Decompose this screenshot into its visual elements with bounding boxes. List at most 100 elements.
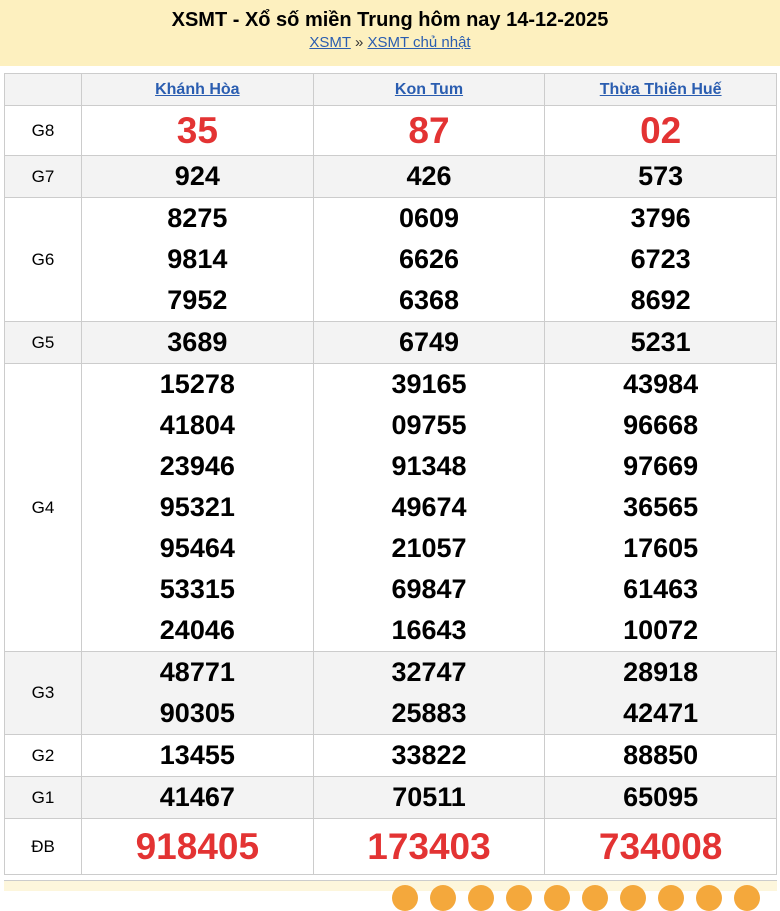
prize-label: G5 bbox=[4, 321, 82, 364]
page-header: XSMT - Xổ số miền Trung hôm nay 14-12-20… bbox=[0, 0, 780, 66]
page-title: XSMT - Xổ số miền Trung hôm nay 14-12-20… bbox=[171, 9, 609, 31]
loto-ball-icon bbox=[544, 885, 570, 911]
empty-header-cell bbox=[4, 73, 82, 106]
province-header: Kon Tum bbox=[312, 73, 546, 106]
prize-cell: 65095 bbox=[544, 776, 777, 819]
prize-number: 39165 bbox=[391, 369, 467, 399]
prize-number: 16643 bbox=[391, 615, 467, 645]
prize-number: 6626 bbox=[398, 244, 460, 274]
prize-number: 21057 bbox=[391, 533, 467, 563]
prize-row: ĐB 918405 173403 734008 bbox=[4, 818, 777, 875]
prize-number: 48771 bbox=[159, 657, 235, 687]
prize-row: G3 48771 90305 32747 25883 28918 42471 bbox=[4, 651, 777, 735]
loto-ball-icon bbox=[506, 885, 532, 911]
prize-cell: 39165 09755 91348 49674 21057 69847 16643 bbox=[312, 363, 546, 652]
prize-label: G4 bbox=[4, 363, 82, 652]
prize-number: 918405 bbox=[135, 826, 260, 867]
prize-number: 70511 bbox=[392, 782, 466, 812]
prize-number: 173403 bbox=[367, 826, 491, 867]
prize-cell: 3796 6723 8692 bbox=[544, 197, 777, 322]
prize-cell: 33822 bbox=[312, 734, 546, 777]
prize-number: 573 bbox=[638, 161, 684, 191]
prize-number: 97669 bbox=[623, 451, 699, 481]
prize-cell: 43984 96668 97669 36565 17605 61463 10072 bbox=[544, 363, 777, 652]
prize-label: G8 bbox=[4, 105, 82, 156]
prize-number: 35 bbox=[176, 110, 218, 151]
prize-cell: 41467 bbox=[81, 776, 314, 819]
prize-cell: 87 bbox=[312, 105, 546, 156]
province-link[interactable]: Khánh Hòa bbox=[155, 80, 240, 98]
prize-number: 8692 bbox=[630, 285, 691, 315]
prize-number: 24046 bbox=[159, 615, 235, 645]
prize-cell: 15278 41804 23946 95321 95464 53315 24046 bbox=[81, 363, 314, 652]
prize-cell: 88850 bbox=[544, 734, 777, 777]
prize-number: 924 bbox=[174, 161, 220, 191]
province-link[interactable]: Kon Tum bbox=[394, 80, 464, 98]
prize-number: 6723 bbox=[630, 244, 691, 274]
prize-label: G2 bbox=[4, 734, 82, 777]
prize-label: ĐB bbox=[4, 818, 82, 875]
prize-cell: 426 bbox=[312, 155, 546, 198]
prize-label: G7 bbox=[4, 155, 82, 198]
prize-cell: 0609 6626 6368 bbox=[312, 197, 546, 322]
prize-number: 02 bbox=[640, 110, 682, 151]
prize-label: G6 bbox=[4, 197, 82, 322]
prize-number: 3689 bbox=[167, 327, 228, 357]
breadcrumb-xsmt-sunday-link[interactable]: XSMT chủ nhật bbox=[367, 34, 471, 51]
prize-number: 0609 bbox=[398, 203, 460, 233]
prize-number: 96668 bbox=[623, 410, 699, 440]
prize-number: 36565 bbox=[623, 492, 699, 522]
prize-cell: 28918 42471 bbox=[544, 651, 777, 735]
prize-cell: 6749 bbox=[312, 321, 546, 364]
prize-number: 15278 bbox=[159, 369, 235, 399]
prize-number: 41804 bbox=[159, 410, 235, 440]
prize-number: 3796 bbox=[630, 203, 691, 233]
results-table: Khánh Hòa Kon Tum Thừa Thiên Huế G8 35 87 0… bbox=[4, 73, 777, 875]
prize-cell: 13455 bbox=[81, 734, 314, 777]
prize-number: 41467 bbox=[159, 782, 235, 812]
prize-number: 5231 bbox=[630, 327, 691, 357]
prize-row: G5 3689 6749 5231 bbox=[4, 321, 777, 364]
prize-cell: 48771 90305 bbox=[81, 651, 314, 735]
province-header: Thừa Thiên Huế bbox=[544, 73, 777, 106]
province-header: Khánh Hòa bbox=[81, 73, 314, 106]
prize-number: 88850 bbox=[623, 740, 699, 770]
prize-label: G3 bbox=[4, 651, 82, 735]
prize-number: 6749 bbox=[398, 327, 460, 357]
loto-ball-icon bbox=[734, 885, 760, 911]
loto-ball-icon bbox=[620, 885, 646, 911]
prize-number: 49674 bbox=[391, 492, 467, 522]
province-link[interactable]: Thừa Thiên Huế bbox=[599, 80, 722, 98]
loto-ball-icon bbox=[658, 885, 684, 911]
prize-number: 90305 bbox=[159, 698, 235, 728]
prize-number: 9814 bbox=[167, 244, 228, 274]
prize-number: 7952 bbox=[167, 285, 228, 315]
prize-number: 28918 bbox=[623, 657, 699, 687]
prize-number: 43984 bbox=[623, 369, 699, 399]
prize-number: 25883 bbox=[391, 698, 467, 728]
prize-number: 61463 bbox=[623, 574, 699, 604]
prize-number: 69847 bbox=[391, 574, 467, 604]
prize-label: G1 bbox=[4, 776, 82, 819]
prize-row: G7 924 426 573 bbox=[4, 155, 777, 198]
prize-number: 95321 bbox=[159, 492, 235, 522]
prize-cell: 02 bbox=[544, 105, 777, 156]
loto-strip bbox=[4, 880, 777, 911]
prize-number: 32747 bbox=[391, 657, 467, 687]
prize-number: 426 bbox=[406, 161, 452, 191]
breadcrumb: XSMT » XSMT chủ nhật bbox=[0, 32, 780, 54]
prize-row: G2 13455 33822 88850 bbox=[4, 734, 777, 777]
prize-number: 87 bbox=[408, 110, 450, 151]
prize-number: 8275 bbox=[167, 203, 228, 233]
breadcrumb-xsmt-link[interactable]: XSMT bbox=[309, 34, 351, 51]
prize-row: G4 15278 41804 23946 95321 95464 53315 24046 391… bbox=[4, 363, 777, 652]
prize-number: 10072 bbox=[623, 615, 699, 645]
prize-number: 42471 bbox=[623, 698, 699, 728]
prize-number: 23946 bbox=[159, 451, 235, 481]
prize-cell: 573 bbox=[544, 155, 777, 198]
prize-number: 17605 bbox=[623, 533, 699, 563]
prize-cell: 173403 bbox=[312, 818, 546, 875]
prize-row: G1 41467 70511 65095 bbox=[4, 776, 777, 819]
loto-ball-icon bbox=[582, 885, 608, 911]
prize-cell: 924 bbox=[81, 155, 314, 198]
